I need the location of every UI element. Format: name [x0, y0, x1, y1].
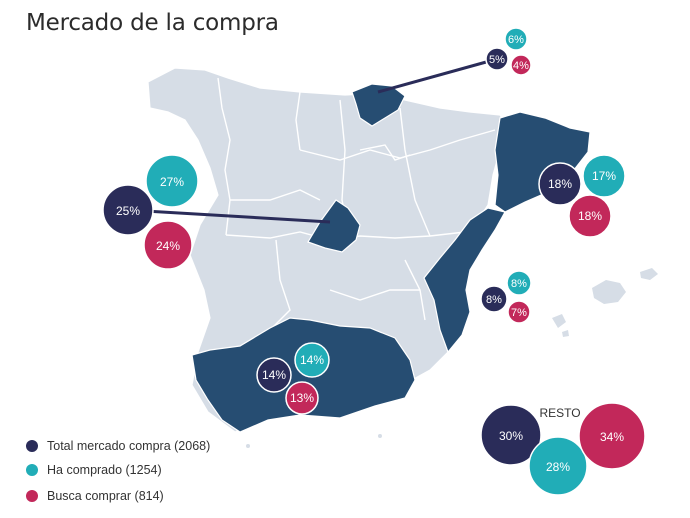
bubble-cataluna-total — [538, 162, 582, 206]
map-title: Mercado de la compra — [26, 10, 279, 36]
bubble-madrid-ha — [145, 154, 199, 208]
mallorca — [592, 280, 626, 304]
leader-madrid — [127, 208, 331, 224]
legend-item-ha-comprado: Ha comprado (1254) — [26, 463, 162, 477]
label-madrid-total: 25% — [116, 204, 140, 218]
bubble-pais-vasco-ha — [504, 27, 528, 51]
legend-label: Busca comprar (814) — [47, 489, 164, 503]
bubble-cataluna-ha — [582, 154, 626, 198]
label-valencia-total: 8% — [486, 294, 502, 306]
bubble-madrid-busca — [143, 220, 193, 270]
leader-pais-vasco — [377, 57, 498, 94]
bubble-valencia-busca — [507, 300, 531, 324]
label-andalucia-busca: 13% — [290, 391, 314, 405]
region-pais-vasco — [351, 83, 406, 127]
bubble-valencia-total — [480, 285, 508, 313]
label-resto-ha: 28% — [546, 460, 570, 474]
legend-label: Total mercado compra (2068) — [47, 439, 211, 453]
region-valencia — [423, 207, 506, 354]
bubble-pais-vasco-busca — [510, 54, 532, 76]
legend-dot-icon — [26, 490, 38, 502]
menorca — [640, 268, 658, 280]
bubble-resto-busca — [578, 402, 646, 470]
region-borders — [217, 77, 496, 331]
label-valencia-ha: 8% — [511, 278, 527, 290]
legend-item-busca: Busca comprar (814) — [26, 489, 164, 503]
label-valencia-busca: 7% — [511, 307, 527, 319]
bubble-valencia-ha — [506, 270, 532, 296]
resto-label: RESTO — [539, 406, 580, 420]
label-andalucia-total: 14% — [262, 368, 286, 382]
label-cataluna-busca: 18% — [578, 209, 602, 223]
melilla — [378, 434, 382, 438]
label-resto-total: 30% — [499, 429, 523, 443]
bubble-pais-vasco-total — [485, 47, 509, 71]
bubble-resto-total — [480, 404, 542, 466]
legend-item-total: Total mercado compra (2068) — [26, 439, 210, 453]
label-madrid-busca: 24% — [156, 239, 180, 253]
label-pais-vasco-total: 5% — [489, 54, 505, 66]
ceuta — [246, 444, 250, 448]
bubble-andalucia-ha — [294, 342, 330, 378]
bubble-cataluna-busca — [568, 194, 612, 238]
legend-label: Ha comprado (1254) — [47, 463, 162, 477]
ibiza — [552, 314, 566, 328]
label-pais-vasco-busca: 4% — [513, 60, 529, 72]
bubble-andalucia-busca — [285, 381, 319, 415]
label-cataluna-ha: 17% — [592, 169, 616, 183]
formentera — [562, 330, 569, 337]
region-madrid — [307, 199, 361, 253]
bubble-madrid-total — [102, 184, 154, 236]
bubble-andalucia-total — [256, 357, 292, 393]
label-resto-busca: 34% — [600, 430, 624, 444]
legend-dot-icon — [26, 440, 38, 452]
label-andalucia-ha: 14% — [300, 353, 324, 367]
label-cataluna-total: 18% — [548, 177, 572, 191]
label-madrid-ha: 27% — [160, 175, 184, 189]
legend-dot-icon — [26, 464, 38, 476]
label-pais-vasco-ha: 6% — [508, 34, 524, 46]
bubble-resto-ha — [528, 436, 588, 496]
